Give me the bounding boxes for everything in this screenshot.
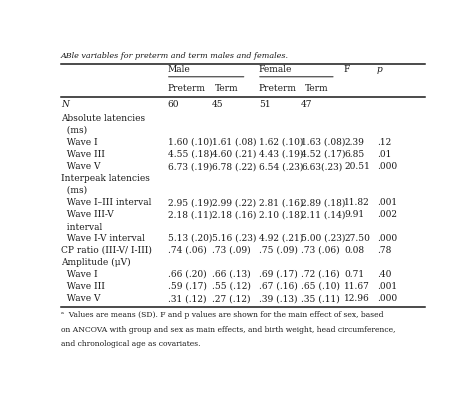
- Text: 1.62 (.10): 1.62 (.10): [259, 138, 303, 147]
- Text: .000: .000: [377, 294, 397, 303]
- Text: .31 (.12): .31 (.12): [168, 294, 206, 303]
- Text: 45: 45: [212, 100, 223, 109]
- Text: Wave I: Wave I: [61, 138, 98, 147]
- Text: ᵃ  Values are means (SD). F and p values are shown for the main effect of sex, b: ᵃ Values are means (SD). F and p values …: [61, 311, 383, 319]
- Text: .27 (.12): .27 (.12): [212, 294, 250, 303]
- Text: (ms): (ms): [61, 186, 87, 195]
- Text: .002: .002: [377, 210, 397, 219]
- Text: 2.18 (.11): 2.18 (.11): [168, 210, 212, 219]
- Text: 2.39: 2.39: [344, 138, 364, 147]
- Text: CP ratio (III-V/ I-III): CP ratio (III-V/ I-III): [61, 246, 152, 255]
- Text: Male: Male: [168, 65, 191, 74]
- Text: F: F: [344, 65, 350, 74]
- Text: 2.89 (.18): 2.89 (.18): [301, 198, 346, 207]
- Text: .59 (.17): .59 (.17): [168, 282, 207, 291]
- Text: 20.51: 20.51: [344, 162, 370, 171]
- Text: 60: 60: [168, 100, 179, 109]
- Text: .35 (.11): .35 (.11): [301, 294, 340, 303]
- Text: p: p: [377, 65, 383, 74]
- Text: 2.10 (.18): 2.10 (.18): [259, 210, 303, 219]
- Text: .65 (.10): .65 (.10): [301, 282, 340, 291]
- Text: 1.63 (.08): 1.63 (.08): [301, 138, 346, 147]
- Text: .000: .000: [377, 234, 397, 243]
- Text: Wave V: Wave V: [61, 294, 100, 303]
- Text: 4.52 (.17): 4.52 (.17): [301, 150, 346, 159]
- Text: .66 (.13): .66 (.13): [212, 270, 250, 279]
- Text: .78: .78: [377, 246, 392, 255]
- Text: 0.71: 0.71: [344, 270, 364, 279]
- Text: 6.54 (.23): 6.54 (.23): [259, 162, 303, 171]
- Text: .69 (.17): .69 (.17): [259, 270, 298, 279]
- Text: .73 (.06): .73 (.06): [301, 246, 339, 255]
- Text: 6.85: 6.85: [344, 150, 364, 159]
- Text: 2.81 (.16): 2.81 (.16): [259, 198, 303, 207]
- Text: and chronological age as covariates.: and chronological age as covariates.: [61, 340, 201, 348]
- Text: 12.96: 12.96: [344, 294, 370, 303]
- Text: (ms): (ms): [61, 126, 87, 135]
- Text: .66 (.20): .66 (.20): [168, 270, 206, 279]
- Text: Preterm: Preterm: [168, 84, 206, 93]
- Text: .73 (.09): .73 (.09): [212, 246, 250, 255]
- Text: 5.16 (.23): 5.16 (.23): [212, 234, 256, 243]
- Text: .000: .000: [377, 162, 397, 171]
- Text: 6.78 (.22): 6.78 (.22): [212, 162, 256, 171]
- Text: 5.00 (.23): 5.00 (.23): [301, 234, 346, 243]
- Text: 2.11 (.14): 2.11 (.14): [301, 210, 346, 219]
- Text: Wave III: Wave III: [61, 150, 105, 159]
- Text: 1.60 (.10): 1.60 (.10): [168, 138, 212, 147]
- Text: Absolute latencies: Absolute latencies: [61, 114, 145, 123]
- Text: Amplitude (μV): Amplitude (μV): [61, 258, 131, 267]
- Text: 9.91: 9.91: [344, 210, 364, 219]
- Text: 4.55 (.18): 4.55 (.18): [168, 150, 212, 159]
- Text: Wave I: Wave I: [61, 270, 98, 279]
- Text: 5.13 (.20): 5.13 (.20): [168, 234, 212, 243]
- Text: Preterm: Preterm: [259, 84, 297, 93]
- Text: Wave V: Wave V: [61, 162, 100, 171]
- Text: 51: 51: [259, 100, 270, 109]
- Text: Wave III-V: Wave III-V: [61, 210, 114, 219]
- Text: .40: .40: [377, 270, 392, 279]
- Text: 4.92 (.21): 4.92 (.21): [259, 234, 303, 243]
- Text: 11.82: 11.82: [344, 198, 370, 207]
- Text: .001: .001: [377, 198, 397, 207]
- Text: N: N: [61, 100, 69, 109]
- Text: 27.50: 27.50: [344, 234, 370, 243]
- Text: .12: .12: [377, 138, 391, 147]
- Text: .01: .01: [377, 150, 392, 159]
- Text: Term: Term: [305, 84, 328, 93]
- Text: .001: .001: [377, 282, 397, 291]
- Text: 1.61 (.08): 1.61 (.08): [212, 138, 256, 147]
- Text: on ANCOVA with group and sex as main effects, and birth weight, head circumferen: on ANCOVA with group and sex as main eff…: [61, 326, 396, 333]
- Text: .74 (.06): .74 (.06): [168, 246, 206, 255]
- Text: Interpeak latencies: Interpeak latencies: [61, 174, 150, 183]
- Text: 6.73 (.19): 6.73 (.19): [168, 162, 212, 171]
- Text: Term: Term: [215, 84, 239, 93]
- Text: 4.43 (.19): 4.43 (.19): [259, 150, 303, 159]
- Text: .75 (.09): .75 (.09): [259, 246, 298, 255]
- Text: ABle variables for preterm and term males and females.: ABle variables for preterm and term male…: [61, 52, 289, 60]
- Text: .39 (.13): .39 (.13): [259, 294, 297, 303]
- Text: 2.18 (.16): 2.18 (.16): [212, 210, 256, 219]
- Text: Wave III: Wave III: [61, 282, 105, 291]
- Text: 4.60 (.21): 4.60 (.21): [212, 150, 256, 159]
- Text: 47: 47: [301, 100, 312, 109]
- Text: 6.63(.23): 6.63(.23): [301, 162, 342, 171]
- Text: 2.95 (.19): 2.95 (.19): [168, 198, 212, 207]
- Text: Wave I-V interval: Wave I-V interval: [61, 234, 145, 243]
- Text: Female: Female: [259, 65, 292, 74]
- Text: Wave I–III interval: Wave I–III interval: [61, 198, 152, 207]
- Text: .55 (.12): .55 (.12): [212, 282, 251, 291]
- Text: 11.67: 11.67: [344, 282, 370, 291]
- Text: .72 (.16): .72 (.16): [301, 270, 339, 279]
- Text: interval: interval: [61, 223, 102, 232]
- Text: .67 (.16): .67 (.16): [259, 282, 298, 291]
- Text: 2.99 (.22): 2.99 (.22): [212, 198, 256, 207]
- Text: 0.08: 0.08: [344, 246, 364, 255]
